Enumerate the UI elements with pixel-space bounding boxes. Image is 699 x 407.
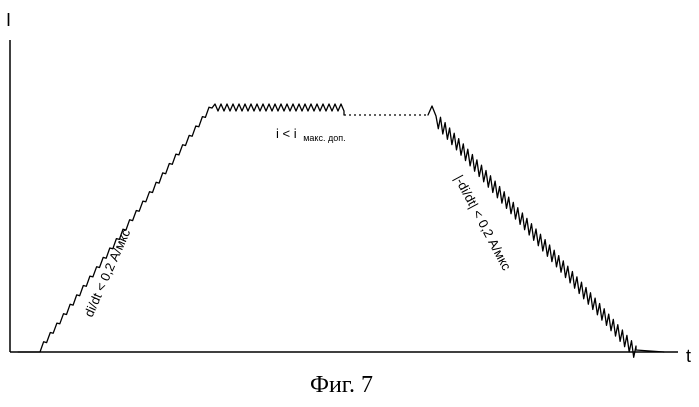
rising-current-waveform xyxy=(18,107,212,352)
x-axis-label: t xyxy=(686,346,691,366)
plateau-limit-main: i < i xyxy=(276,126,297,141)
plateau-current-waveform xyxy=(212,104,344,115)
plateau-limit-subscript: макс. доп. xyxy=(303,133,345,143)
fall-rate-label: |-di/dt| < 0,2 А/мкс xyxy=(451,172,514,273)
figure-caption: Фиг. 7 xyxy=(310,372,373,398)
plateau-limit-label: i < i макс. доп. xyxy=(276,126,346,143)
rise-rate-label: di/dt < 0,2 А/мкс xyxy=(81,226,133,319)
falling-current-waveform xyxy=(428,106,664,357)
y-axis-label: I xyxy=(6,10,11,30)
